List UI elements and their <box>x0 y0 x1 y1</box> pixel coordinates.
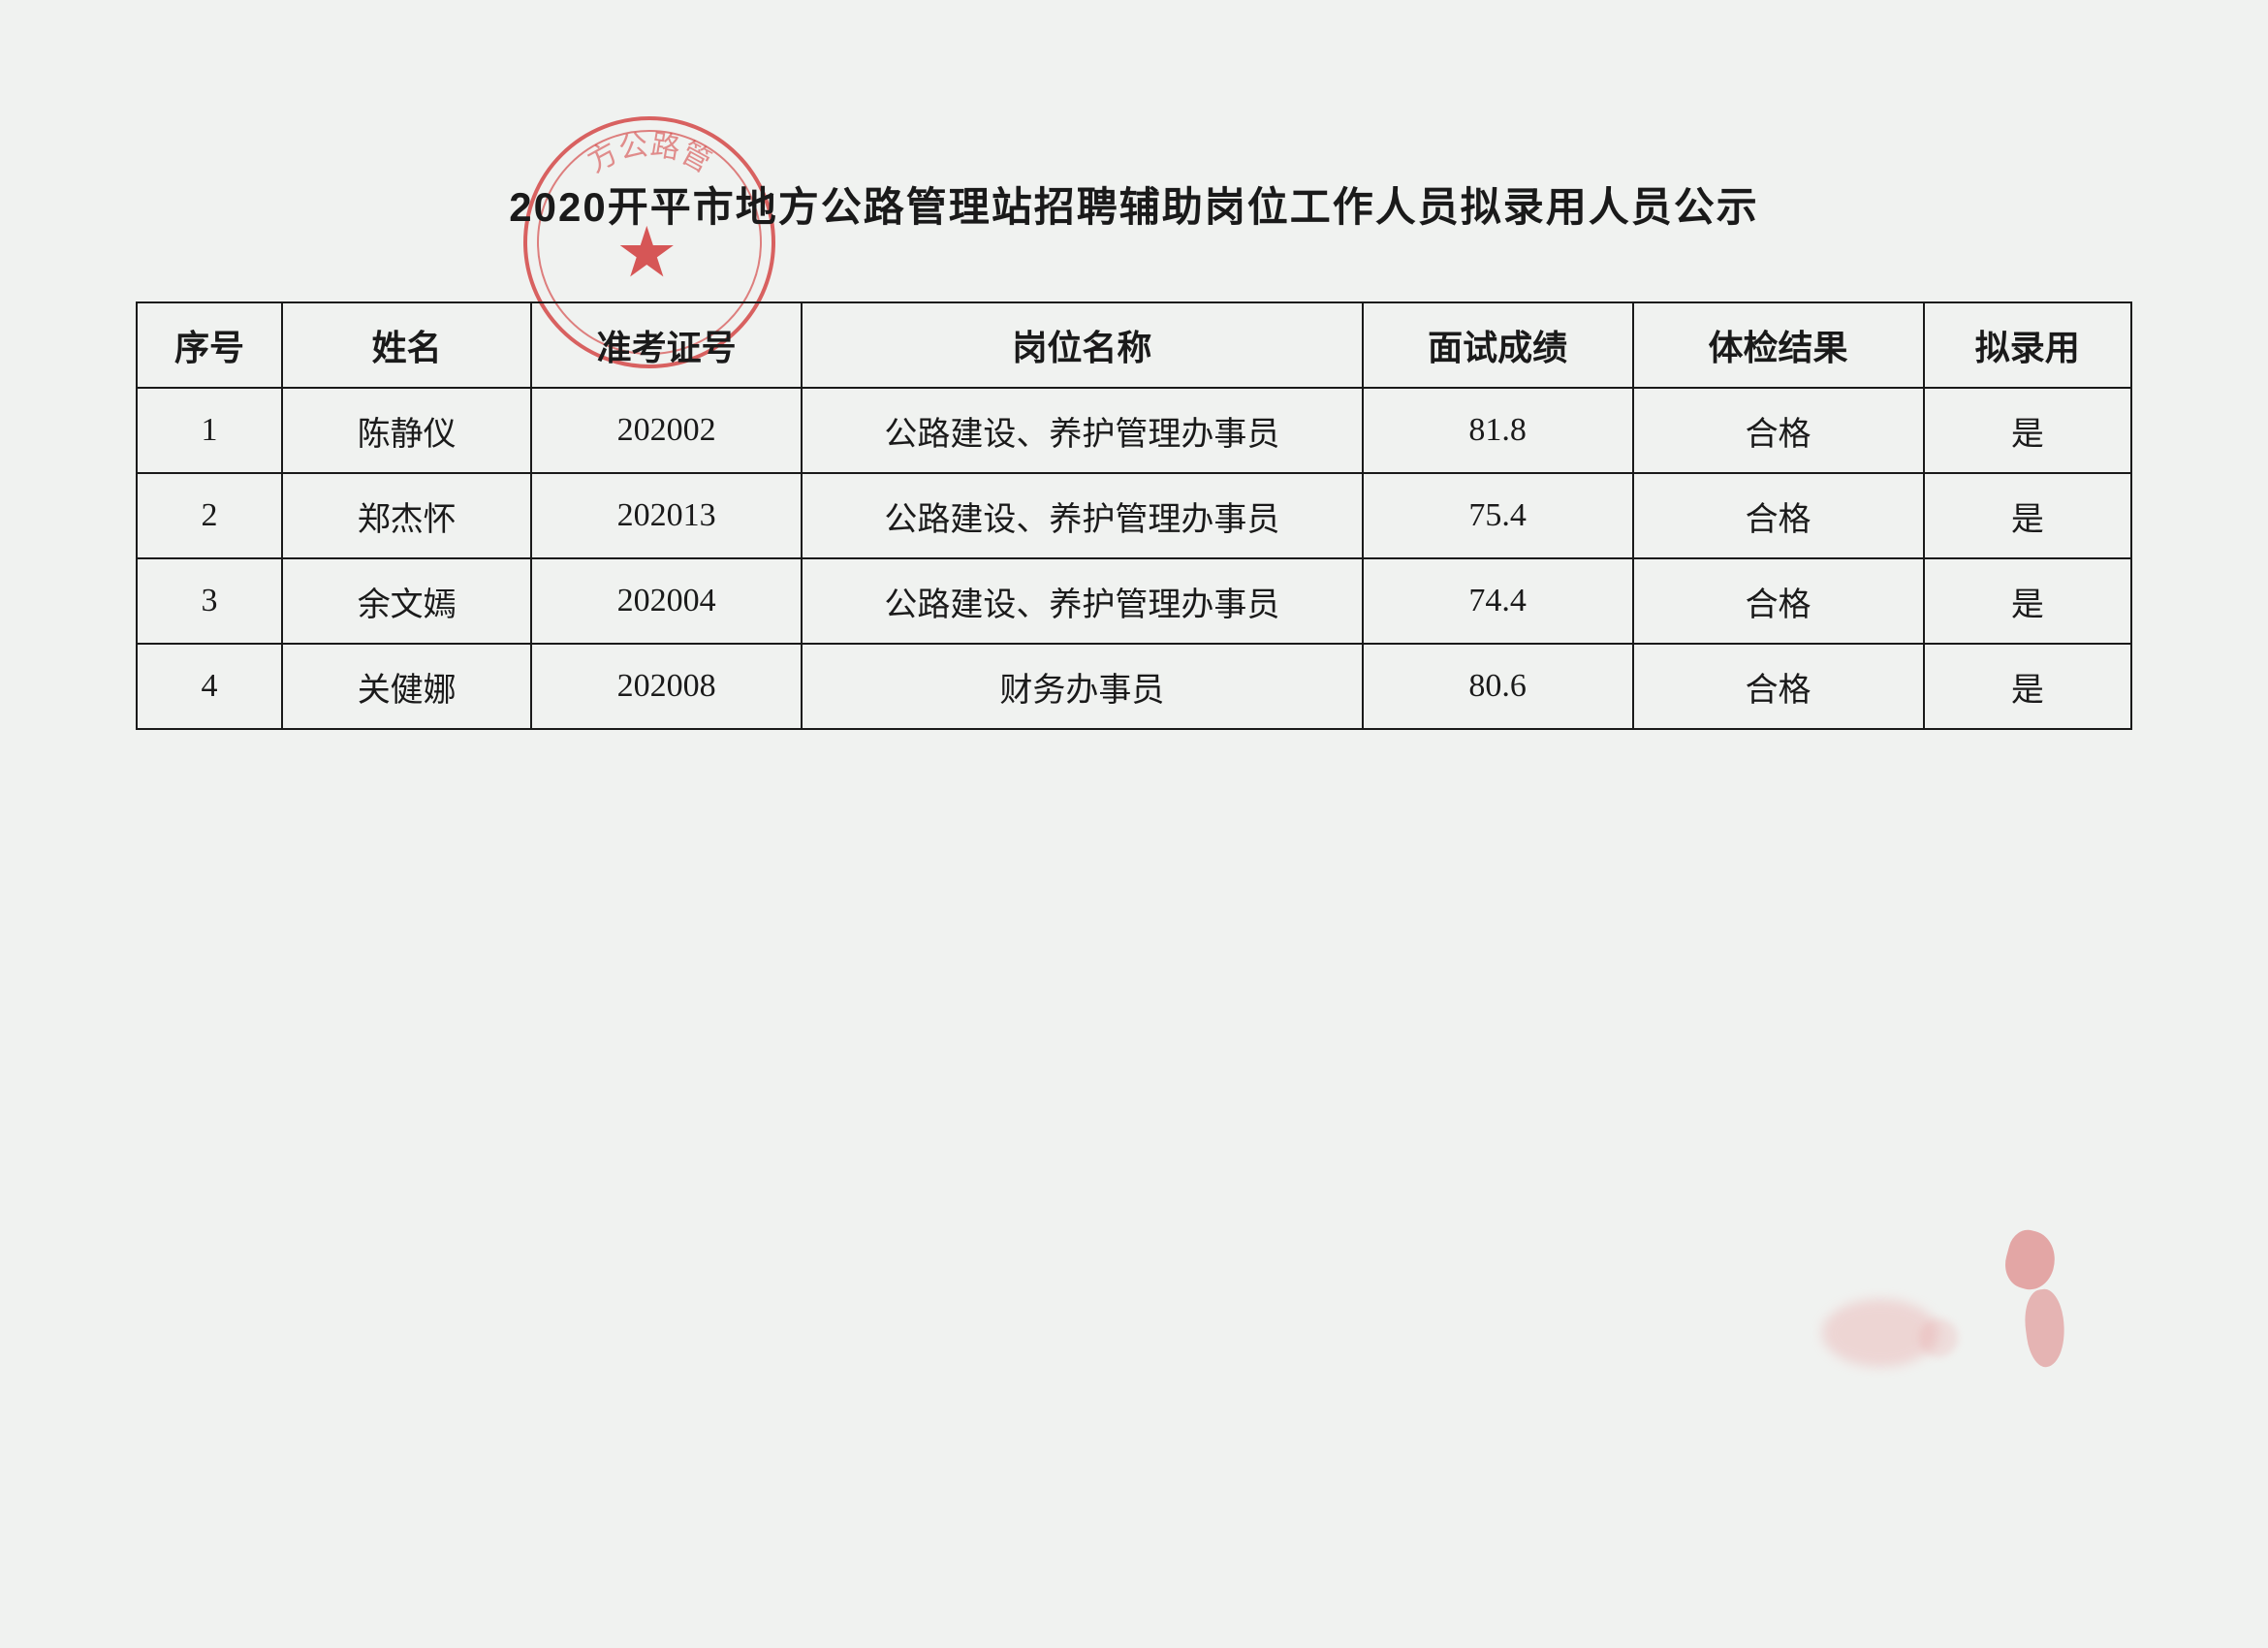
title-row: 2020开平市地方公路管理站招聘辅助岗位工作人员拟录用人员公示 <box>116 174 2152 234</box>
table-row: 2郑杰怀202013公路建设、养护管理办事员75.4合格是 <box>137 473 2131 558</box>
cell-hire: 是 <box>1924 388 2131 473</box>
cell-seq: 1 <box>137 388 282 473</box>
table-row: 4关健娜202008财务办事员80.6合格是 <box>137 644 2131 729</box>
cell-seq: 3 <box>137 558 282 644</box>
cell-score: 74.4 <box>1363 558 1633 644</box>
cell-physical: 合格 <box>1633 388 1924 473</box>
col-header-position: 岗位名称 <box>802 302 1363 388</box>
cell-physical: 合格 <box>1633 473 1924 558</box>
cell-exam_id: 202008 <box>531 644 802 729</box>
col-header-exam: 准考证号 <box>531 302 802 388</box>
smudge-mark <box>2021 1287 2070 1370</box>
cell-physical: 合格 <box>1633 644 1924 729</box>
cell-exam_id: 202004 <box>531 558 802 644</box>
cell-name: 陈静仪 <box>282 388 531 473</box>
svg-text:方公路管: 方公路管 <box>583 129 716 178</box>
table-row: 1陈静仪202002公路建设、养护管理办事员81.8合格是 <box>137 388 2131 473</box>
cell-hire: 是 <box>1924 473 2131 558</box>
cell-position: 财务办事员 <box>802 644 1363 729</box>
document-title: 2020开平市地方公路管理站招聘辅助岗位工作人员拟录用人员公示 <box>116 174 2152 234</box>
cell-score: 80.6 <box>1363 644 1633 729</box>
cell-name: 余文嫣 <box>282 558 531 644</box>
table-header-row: 序号 姓名 准考证号 岗位名称 面试成绩 体检结果 拟录用 <box>137 302 2131 388</box>
cell-position: 公路建设、养护管理办事员 <box>802 558 1363 644</box>
table-body: 1陈静仪202002公路建设、养护管理办事员81.8合格是2郑杰怀202013公… <box>137 388 2131 729</box>
cell-exam_id: 202002 <box>531 388 802 473</box>
cell-hire: 是 <box>1924 558 2131 644</box>
table-header: 序号 姓名 准考证号 岗位名称 面试成绩 体检结果 拟录用 <box>137 302 2131 388</box>
cell-seq: 4 <box>137 644 282 729</box>
cell-score: 75.4 <box>1363 473 1633 558</box>
col-header-name: 姓名 <box>282 302 531 388</box>
ink-smudge <box>1822 1231 2074 1406</box>
cell-position: 公路建设、养护管理办事员 <box>802 388 1363 473</box>
col-header-seq: 序号 <box>137 302 282 388</box>
cell-physical: 合格 <box>1633 558 1924 644</box>
cell-score: 81.8 <box>1363 388 1633 473</box>
table-row: 3余文嫣202004公路建设、养护管理办事员74.4合格是 <box>137 558 2131 644</box>
col-header-hire: 拟录用 <box>1924 302 2131 388</box>
cell-name: 郑杰怀 <box>282 473 531 558</box>
cell-exam_id: 202013 <box>531 473 802 558</box>
cell-name: 关健娜 <box>282 644 531 729</box>
col-header-physical: 体检结果 <box>1633 302 1924 388</box>
smudge-mark <box>2000 1226 2062 1295</box>
col-header-score: 面试成绩 <box>1363 302 1633 388</box>
cell-position: 公路建设、养护管理办事员 <box>802 473 1363 558</box>
cell-seq: 2 <box>137 473 282 558</box>
smudge-mark <box>1919 1318 1958 1357</box>
cell-hire: 是 <box>1924 644 2131 729</box>
candidates-table: 序号 姓名 准考证号 岗位名称 面试成绩 体检结果 拟录用 1陈静仪202002… <box>136 301 2132 730</box>
page-container: 方公路管 ★ 2020开平市地方公路管理站招聘辅助岗位工作人员拟录用人员公示 序… <box>0 0 2268 1648</box>
